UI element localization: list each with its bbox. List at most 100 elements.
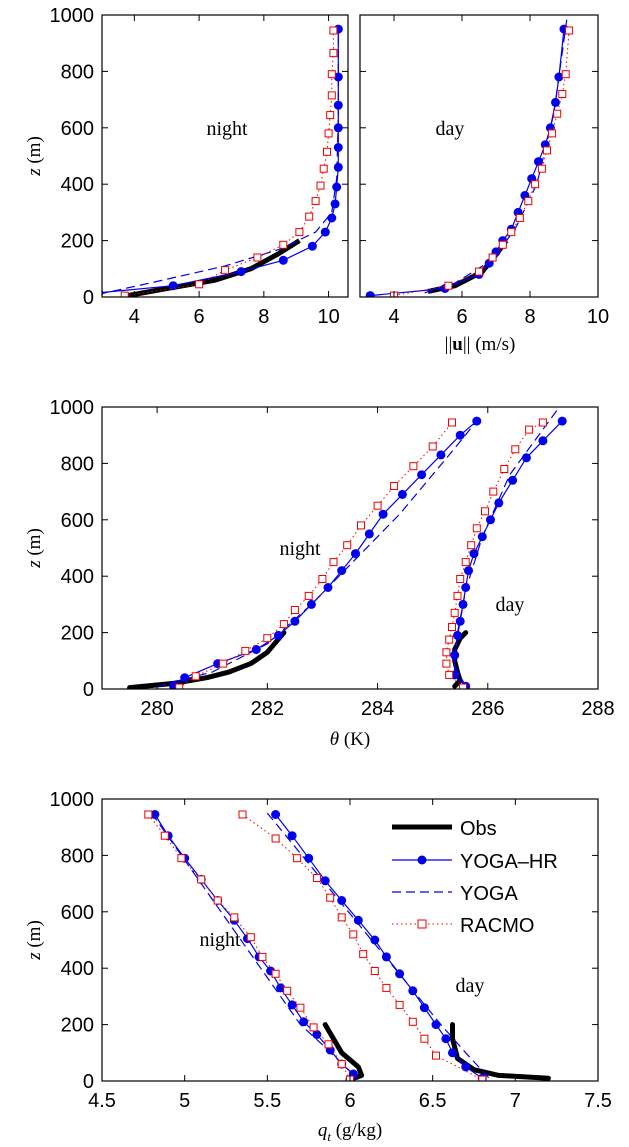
x-tick-label: 280 <box>140 698 173 720</box>
legend: Obs YOGA–HR YOGA RACMO <box>392 818 558 937</box>
data-point-racmo-day <box>445 635 454 644</box>
series-line-yoga <box>102 29 339 295</box>
data-point-racmo-day <box>456 575 465 583</box>
data-point-yoga-hr <box>320 227 330 237</box>
y-tick-label: 600 <box>61 902 94 924</box>
series-line-yoga-day <box>266 812 491 1081</box>
data-point-racmo-day <box>238 810 247 819</box>
data-point-racmo <box>558 90 567 98</box>
data-point-racmo-day <box>450 608 459 617</box>
data-point-racmo-day <box>489 487 498 496</box>
data-point-yoga-hr <box>333 162 343 172</box>
data-point-racmo-night <box>175 683 184 689</box>
y-axis-label-var: z <box>24 168 45 177</box>
data-point-racmo <box>221 266 229 275</box>
data-point-racmo-night <box>246 933 255 942</box>
data-point-yoga-hr-night <box>273 630 283 640</box>
data-point-yoga-hr-day <box>448 1048 457 1058</box>
axes-frame <box>101 798 599 1082</box>
data-point-racmo-day <box>408 1017 417 1026</box>
data-point-yoga-hr-night <box>180 673 190 683</box>
legend-yoga-hr-label: YOGA–HR <box>460 851 558 873</box>
data-point-racmo-night <box>144 810 153 819</box>
data-point-yoga-hr-day <box>453 630 462 640</box>
y-tick-label: 1000 <box>50 5 95 27</box>
data-point-yoga-hr-night <box>436 450 446 460</box>
data-point-racmo <box>515 214 524 222</box>
data-point-yoga-hr-night <box>290 616 300 626</box>
y-tick-label: 600 <box>61 510 94 532</box>
data-point-yoga-hr-day <box>431 1020 441 1030</box>
data-point-racmo-day <box>442 659 451 668</box>
data-point-yoga-hr <box>307 241 317 251</box>
data-point-racmo-night <box>296 1003 305 1012</box>
y-axis-label: z (m) <box>24 528 45 569</box>
data-point-racmo-day <box>472 524 481 533</box>
data-point-racmo <box>444 281 453 290</box>
data-point-racmo <box>565 26 574 35</box>
series-line-obs <box>127 238 301 297</box>
data-point-racmo-night <box>390 482 399 490</box>
data-point-racmo <box>543 146 551 155</box>
data-point-racmo-night <box>191 672 200 681</box>
panel-theta: 280 282 284 286 288 0 200 400 600 800 1000 z (m) θ (… <box>24 397 615 750</box>
series-line-yoga-hr <box>102 29 339 294</box>
data-point-racmo-night <box>318 575 327 583</box>
data-point-racmo-night <box>357 521 365 530</box>
data-point-yoga-hr-night <box>312 1030 322 1039</box>
data-point-racmo-night <box>263 634 272 643</box>
series-line-yoga-night <box>156 420 478 687</box>
data-point-racmo-night <box>258 952 267 961</box>
data-point-yoga-hr-day <box>320 876 330 886</box>
y-tick-label: 1000 <box>50 397 95 419</box>
data-point-yoga-hr-day <box>469 549 479 559</box>
data-point-racmo-night <box>290 606 299 614</box>
data-point-racmo-night <box>428 442 437 451</box>
annotation-day: day <box>436 118 465 140</box>
x-tick-label: 5 <box>179 1090 190 1112</box>
data-point-yoga-hr <box>333 143 343 152</box>
y-axis-label: z (m) <box>24 136 45 177</box>
data-point-yoga-hr-day <box>557 416 567 426</box>
data-point-racmo-day <box>448 623 456 631</box>
data-point-racmo-day <box>359 950 368 959</box>
data-point-racmo <box>531 180 540 189</box>
x-tick-label: 8 <box>258 306 269 328</box>
y-tick-label: 0 <box>83 1071 94 1093</box>
data-point-racmo <box>329 49 338 58</box>
data-point-racmo-night <box>219 659 228 668</box>
annotation-day: day <box>496 594 525 616</box>
data-point-racmo <box>279 240 288 249</box>
series-line-racmo-day <box>242 814 483 1081</box>
data-point-racmo <box>311 197 320 206</box>
data-point-racmo-night <box>177 854 186 863</box>
data-point-racmo-night <box>343 541 352 550</box>
series-line-obs-night <box>127 630 287 689</box>
data-point-yoga-hr-day <box>450 650 460 660</box>
data-point-racmo-night <box>309 1023 318 1032</box>
data-point-racmo <box>548 129 557 138</box>
data-point-racmo-day <box>459 683 467 689</box>
series-line-obs-night <box>322 1022 365 1081</box>
series-line-racmo <box>124 30 334 297</box>
data-point-racmo <box>327 70 336 79</box>
data-point-racmo-night <box>324 1040 333 1049</box>
data-point-racmo-day <box>461 558 470 567</box>
series-line-yoga-night <box>151 812 359 1081</box>
y-axis-label-unit: (m) <box>24 136 45 168</box>
data-point-racmo-day <box>349 930 358 939</box>
x-tick-label: 6 <box>456 306 467 328</box>
legend-racmo-label: RACMO <box>460 915 534 937</box>
data-point-racmo <box>561 70 570 79</box>
data-point-racmo <box>524 197 533 206</box>
x-axis-label-unit: (g/kg) <box>331 1120 382 1141</box>
axes-frame <box>101 406 599 690</box>
data-point-yoga-hr-night <box>351 549 360 559</box>
data-point-yoga-hr <box>330 199 340 209</box>
data-point-yoga-hr-night <box>378 509 388 519</box>
data-point-yoga-hr-day <box>287 831 297 841</box>
y-tick-label: 1000 <box>50 789 95 811</box>
data-point-racmo <box>305 212 314 221</box>
data-point-racmo-day <box>337 913 346 922</box>
data-point-yoga-hr-night <box>397 489 407 499</box>
